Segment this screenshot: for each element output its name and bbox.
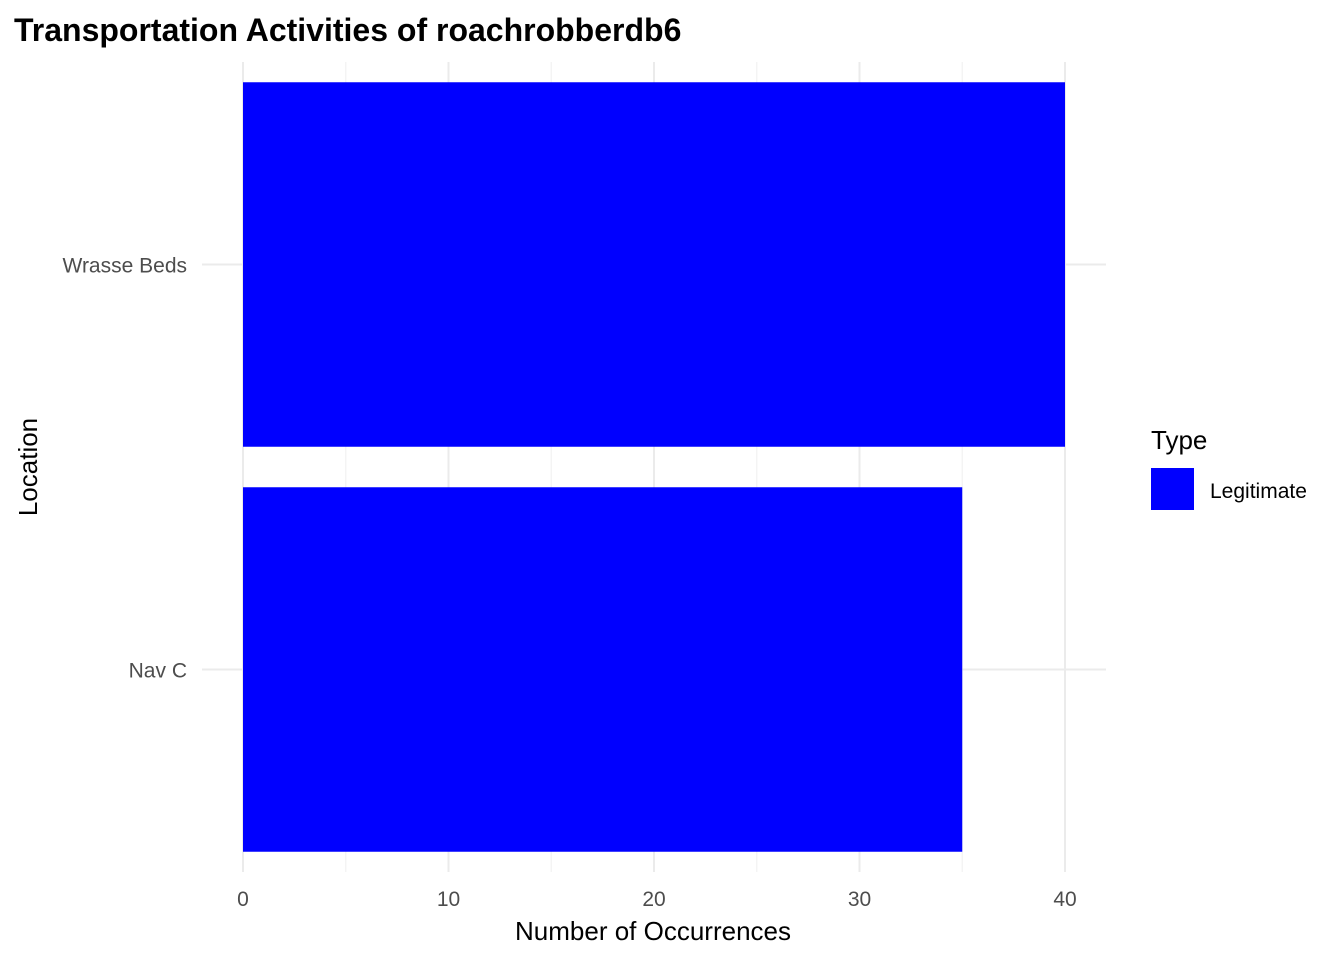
- y-tick-label: Wrasse Beds: [63, 255, 188, 278]
- y-tick-label: Nav C: [129, 660, 187, 683]
- x-tick-label: 0: [237, 888, 249, 911]
- x-tick-label: 10: [437, 888, 460, 911]
- x-tick-label: 30: [848, 888, 871, 911]
- y-axis-ticks: Nav C Wrasse Beds: [63, 255, 188, 683]
- x-tick-label: 40: [1053, 888, 1076, 911]
- x-tick-label: 20: [642, 888, 665, 911]
- legend: Type Legitimate: [1151, 425, 1307, 510]
- legend-key-legitimate: [1151, 468, 1194, 510]
- y-axis-title: Location: [13, 418, 43, 516]
- legend-title: Type: [1151, 425, 1207, 455]
- chart-title: Transportation Activities of roachrobber…: [14, 12, 681, 48]
- x-axis-ticks: 0 10 20 30 40: [237, 888, 1077, 911]
- bars: [243, 82, 1065, 852]
- bar-wrasse-beds: [243, 82, 1065, 447]
- x-axis-title: Number of Occurrences: [515, 916, 791, 946]
- bar-nav-c: [243, 487, 963, 852]
- legend-label-legitimate: Legitimate: [1210, 480, 1307, 503]
